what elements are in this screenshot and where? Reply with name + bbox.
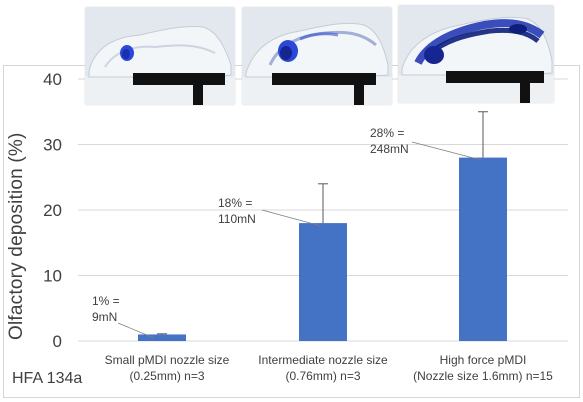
bar bbox=[299, 223, 347, 341]
category-label-high-force: High force pMDI (Nozzle size 1.6mm) n=15 bbox=[383, 352, 583, 384]
data-annotation-label: 9mN bbox=[92, 310, 117, 324]
annotation-leader bbox=[411, 141, 482, 161]
y-axis-label: Olfactory deposition (%) bbox=[6, 132, 27, 340]
category-label-small: Small pMDI nozzle size (0.25mm) n=3 bbox=[67, 352, 267, 384]
nasal-cast-photo-small bbox=[85, 7, 235, 105]
data-annotation-label: 110mN bbox=[218, 212, 256, 226]
y-tick-label: 40 bbox=[43, 70, 62, 89]
bar bbox=[138, 334, 186, 341]
category-label-line: Intermediate nozzle size bbox=[258, 353, 388, 367]
y-tick-label: 30 bbox=[43, 136, 62, 155]
annotation-leader bbox=[261, 209, 322, 227]
category-label-line: (0.25mm) n=3 bbox=[129, 369, 205, 383]
bar bbox=[459, 157, 507, 341]
y-tick-label: 20 bbox=[43, 201, 62, 220]
annotation-leader bbox=[117, 322, 155, 339]
data-annotation-label: 1% = bbox=[92, 294, 120, 308]
category-label-intermediate: Intermediate nozzle size (0.76mm) n=3 bbox=[223, 352, 423, 384]
nasal-cast-photo-intermediate bbox=[242, 7, 392, 105]
nasal-cast-photo-high-force bbox=[398, 5, 554, 103]
propellant-footnote: HFA 134a bbox=[12, 370, 83, 387]
data-annotation-label: 18% = bbox=[218, 196, 252, 210]
category-label-line: High force pMDI bbox=[439, 353, 527, 367]
data-annotation-label: 248mN bbox=[370, 142, 409, 156]
category-label-line: Small pMDI nozzle size bbox=[104, 353, 230, 367]
y-tick-label: 0 bbox=[53, 332, 62, 351]
data-annotation-label: 28% = bbox=[370, 126, 404, 140]
y-tick-label: 10 bbox=[43, 267, 62, 286]
category-label-line: (0.76mm) n=3 bbox=[285, 369, 361, 383]
category-label-line: (Nozzle size 1.6mm) n=15 bbox=[413, 369, 553, 383]
